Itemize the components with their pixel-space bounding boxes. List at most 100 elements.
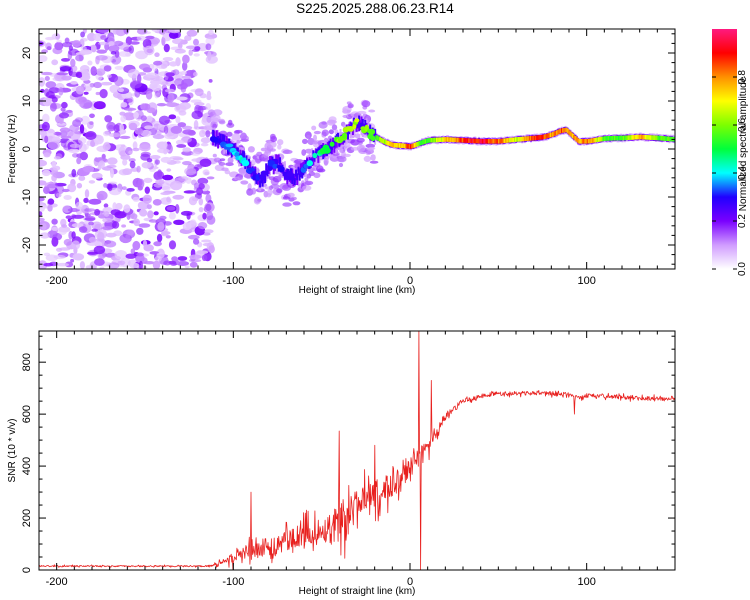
noise-blob — [68, 148, 80, 153]
ridge-core — [485, 139, 488, 144]
noise-blob — [204, 33, 218, 40]
noise-blob — [156, 233, 163, 243]
ridge-core — [433, 137, 436, 143]
y-tick-label: 0 — [21, 567, 33, 573]
ridge-band — [330, 143, 333, 151]
noise-blob — [182, 125, 193, 130]
ridge-core — [347, 125, 355, 132]
noise-blob — [51, 59, 59, 66]
noise-blob — [159, 197, 172, 205]
noise-blob — [84, 208, 96, 212]
noise-blob — [112, 202, 117, 211]
noise-blob — [113, 124, 120, 133]
noise-blob — [304, 177, 309, 182]
ridge-core — [667, 136, 670, 142]
noise-blob — [42, 97, 52, 107]
ridge-core — [478, 138, 480, 144]
noise-blob — [156, 252, 165, 259]
ridge-core — [578, 139, 581, 144]
noise-blob — [45, 36, 55, 41]
noise-blob — [44, 76, 50, 81]
noise-blob — [127, 98, 133, 103]
ridge-core — [663, 136, 666, 141]
ridge-band — [230, 142, 233, 152]
ridge-core — [439, 137, 442, 142]
noise-blob — [202, 212, 207, 220]
ridge-core — [278, 166, 285, 173]
noise-blob — [152, 134, 165, 140]
noise-blob — [168, 240, 177, 250]
ridge-core — [390, 142, 393, 147]
noise-blob — [198, 198, 204, 206]
ridge-core — [626, 135, 629, 140]
ridge-core — [518, 136, 521, 142]
noise-blob — [143, 244, 154, 252]
noise-blob — [332, 152, 340, 157]
noise-blob — [61, 101, 68, 109]
noise-blob — [108, 45, 120, 53]
ridge-band — [298, 168, 301, 178]
colorbar — [712, 29, 737, 269]
ridge-core — [474, 138, 477, 144]
ridge-band — [275, 154, 278, 164]
noise-blob — [98, 41, 110, 46]
noise-blob — [172, 157, 184, 161]
noise-blob — [95, 91, 101, 96]
ridge-core — [489, 139, 492, 144]
ridge-core — [492, 139, 495, 144]
ridge-core — [407, 144, 410, 149]
noise-blob — [39, 204, 45, 212]
noise-blob — [194, 46, 201, 51]
ridge-band — [360, 116, 363, 126]
plot-area — [39, 331, 675, 570]
ridge-band — [251, 169, 254, 178]
noise-blob — [311, 125, 317, 131]
noise-blob — [90, 44, 97, 53]
ridge-core — [563, 127, 566, 133]
ridge-core — [421, 140, 424, 145]
ridge-core — [593, 138, 595, 143]
ridge-core — [647, 135, 650, 140]
noise-blob — [43, 186, 50, 194]
noise-blob — [142, 67, 153, 73]
ridge-band — [256, 167, 259, 180]
ridge-core — [461, 138, 464, 143]
ridge-band — [296, 176, 299, 185]
ridge-band — [311, 148, 314, 161]
y-tick-label: 0 — [21, 146, 33, 152]
ridge-core — [614, 135, 617, 141]
ridge-core — [581, 139, 584, 144]
noise-blob — [100, 35, 107, 40]
ridge-core — [654, 135, 657, 141]
ridge-core — [547, 133, 550, 138]
noise-blob — [182, 161, 192, 166]
noise-blob — [191, 151, 201, 156]
noise-blob — [152, 260, 161, 269]
ridge-core — [447, 137, 450, 142]
ridge-core — [601, 136, 604, 142]
noise-blob — [72, 253, 85, 261]
ridge-core — [450, 137, 453, 142]
ridge-band — [286, 168, 289, 176]
noise-blob — [135, 50, 148, 60]
noise-blob — [162, 57, 174, 62]
noise-blob — [78, 175, 86, 181]
ridge-core — [533, 135, 536, 141]
noise-blob — [83, 197, 89, 203]
noise-blob — [158, 115, 170, 126]
noise-blob — [205, 43, 212, 51]
noise-blob — [122, 168, 133, 176]
noise-blob — [165, 235, 171, 239]
ridge-core — [463, 138, 466, 143]
ridge-core — [443, 137, 446, 142]
noise-blob — [108, 132, 122, 138]
ridge-core — [386, 140, 389, 146]
y-axis-label: SNR (10 * v/v) — [7, 419, 18, 483]
ridge-core — [406, 143, 409, 149]
noise-blob — [139, 209, 148, 217]
noise-blob — [129, 262, 140, 269]
noise-blob — [224, 169, 231, 175]
noise-blob — [79, 49, 93, 55]
noise-blob — [93, 245, 106, 255]
ridge-core — [397, 143, 400, 148]
